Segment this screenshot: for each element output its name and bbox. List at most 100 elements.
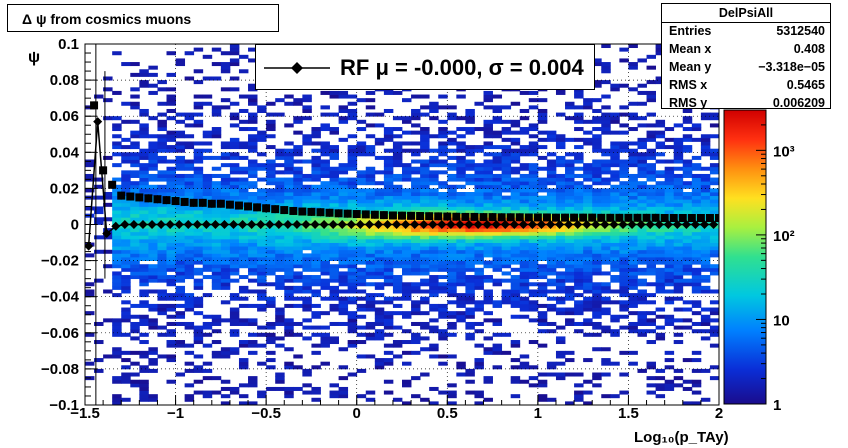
heatmap-cell [646, 238, 656, 243]
heatmap-cell [211, 246, 222, 251]
heatmap-cell [248, 278, 258, 283]
heatmap-cell [402, 235, 412, 240]
heatmap-cell [402, 163, 412, 168]
heatmap-cell [293, 206, 303, 211]
heatmap-cell [402, 296, 412, 301]
heatmap-cell [628, 296, 638, 301]
heatmap-cell [528, 217, 539, 222]
heatmap-cell [709, 188, 719, 193]
square-marker [651, 213, 660, 222]
heatmap-cell [338, 192, 349, 197]
heatmap-cell [157, 199, 167, 204]
heatmap-cell [356, 148, 367, 153]
heatmap-cell [709, 195, 719, 200]
heatmap-cell [601, 217, 611, 222]
heatmap-cell [257, 195, 267, 200]
heatmap-cell [383, 228, 394, 233]
diamond-marker [509, 220, 519, 229]
heatmap-cell [383, 379, 394, 384]
heatmap-cell [429, 318, 439, 323]
heatmap-cell [311, 213, 321, 218]
heatmap-cell [601, 123, 611, 128]
heatmap-cell [365, 256, 376, 261]
heatmap-cell [356, 253, 367, 258]
heatmap-cell [474, 307, 484, 312]
heatmap-cell [655, 267, 666, 272]
heatmap-cell [112, 206, 122, 211]
heatmap-cell [320, 260, 330, 265]
heatmap-cell [338, 137, 349, 142]
heatmap-cell [673, 123, 684, 128]
diamond-marker [373, 220, 383, 229]
heatmap-cell [664, 145, 675, 150]
heatmap-cell [130, 62, 140, 67]
heatmap-cell [202, 202, 213, 207]
heatmap-cell [700, 314, 711, 319]
heatmap-cell [365, 145, 376, 150]
heatmap-cell [519, 260, 530, 265]
heatmap-cell [700, 329, 711, 334]
square-marker [533, 213, 542, 222]
heatmap-cell [438, 282, 448, 287]
heatmap-cell [637, 166, 647, 171]
heatmap-cell [465, 325, 475, 330]
heatmap-cell [420, 145, 430, 150]
heatmap-cell [447, 354, 457, 359]
heatmap-cell [248, 206, 258, 211]
heatmap-cell [565, 177, 575, 182]
heatmap-cell [700, 217, 711, 222]
heatmap-cell [619, 256, 629, 261]
heatmap-cell [402, 271, 412, 276]
heatmap-cell [510, 202, 521, 207]
heatmap-cell [257, 105, 267, 110]
heatmap-cell [202, 325, 213, 330]
heatmap-cell [293, 170, 303, 175]
heatmap-cell [229, 62, 240, 67]
heatmap-cell [130, 217, 140, 222]
heatmap-cell [139, 134, 149, 139]
heatmap-cell [139, 155, 149, 160]
heatmap-cell [646, 271, 656, 276]
heatmap-cell [619, 249, 629, 254]
heatmap-cell [356, 177, 367, 182]
heatmap-cell [329, 127, 339, 132]
heatmap-cell [637, 90, 647, 95]
heatmap-cell [193, 199, 204, 204]
heatmap-cell [492, 184, 503, 189]
heatmap-cell [148, 177, 158, 182]
heatmap-cell [275, 177, 285, 182]
heatmap-cell [266, 350, 276, 355]
diamond-marker [401, 220, 411, 229]
heatmap-cell [673, 238, 684, 243]
heatmap-cell [257, 390, 267, 395]
heatmap-cell [211, 155, 222, 160]
heatmap-cell [492, 332, 503, 337]
heatmap-cell [574, 202, 584, 207]
square-marker [108, 180, 117, 189]
heatmap-cell [112, 318, 122, 323]
heatmap-cell [664, 213, 675, 218]
heatmap-cell [139, 379, 149, 384]
heatmap-cell [637, 213, 647, 218]
heatmap-cell [655, 246, 666, 251]
heatmap-cell [266, 206, 276, 211]
heatmap-cell [474, 101, 484, 106]
square-marker [180, 197, 189, 206]
heatmap-cell [601, 116, 611, 121]
heatmap-cell [628, 206, 638, 211]
heatmap-cell [510, 343, 521, 348]
heatmap-cell [528, 249, 539, 254]
heatmap-cell [691, 311, 702, 316]
heatmap-cell [673, 246, 684, 251]
heatmap-cell [402, 130, 412, 135]
heatmap-cell [483, 130, 493, 135]
heatmap-cell [383, 90, 394, 95]
heatmap-cell [646, 376, 656, 381]
square-marker [687, 214, 696, 223]
heatmap-cell [320, 202, 330, 207]
heatmap-cell [420, 177, 430, 182]
heatmap-cell [619, 303, 629, 308]
heatmap-cell [356, 260, 367, 265]
heatmap-cell [275, 260, 285, 265]
heatmap-cell [383, 148, 394, 153]
